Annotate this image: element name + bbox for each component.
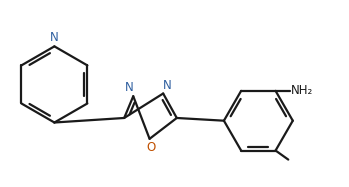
Text: N: N xyxy=(125,81,134,94)
Text: N: N xyxy=(162,79,171,92)
Text: NH₂: NH₂ xyxy=(291,84,313,97)
Text: N: N xyxy=(50,31,59,44)
Text: O: O xyxy=(147,141,156,154)
